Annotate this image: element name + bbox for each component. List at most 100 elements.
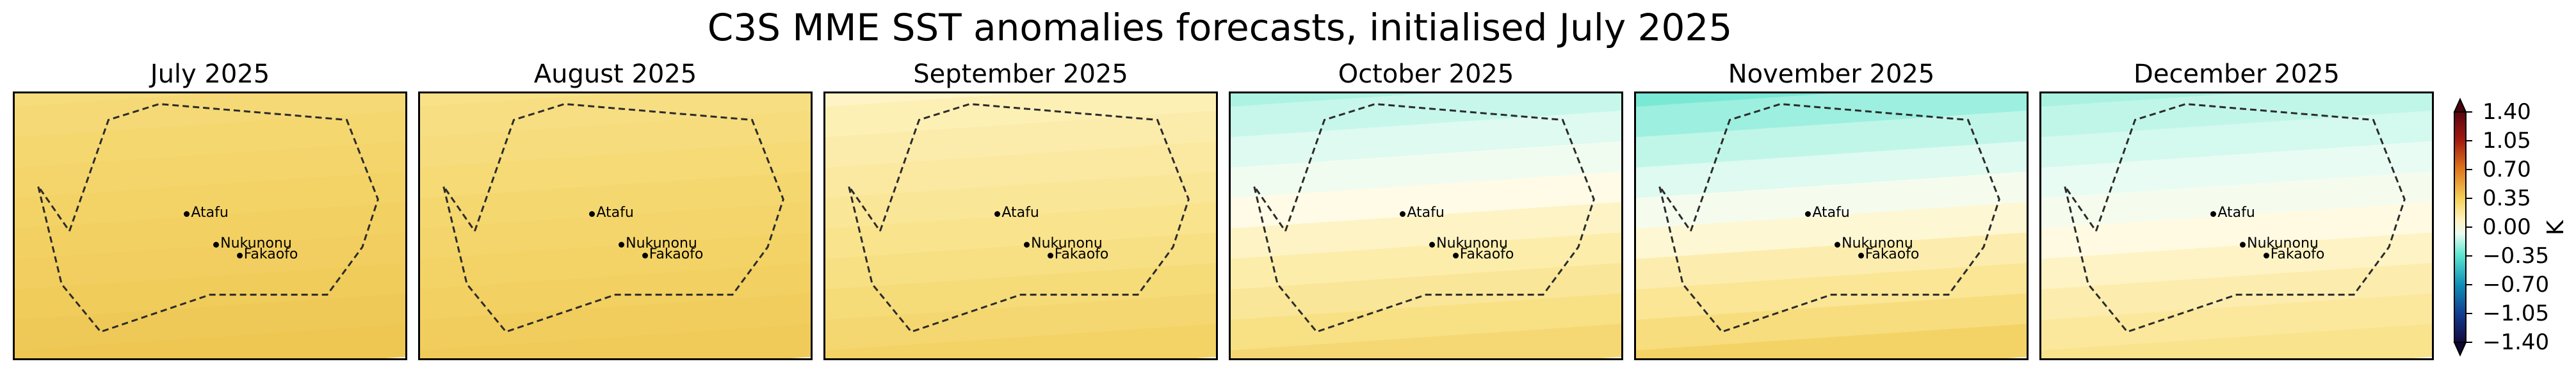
colorbar-tick-label: 1.05: [2483, 128, 2531, 154]
place-label: Atafu: [2217, 205, 2255, 221]
place-marker: [2210, 211, 2217, 218]
place-marker: [1452, 252, 1459, 258]
panel-title-september: September 2025: [913, 60, 1128, 89]
eez-boundary: [1254, 104, 1594, 332]
anomaly-band: [1231, 293, 1621, 353]
panel-title-july: July 2025: [150, 60, 270, 89]
anomaly-band: [825, 171, 1216, 232]
anomaly-band: [1636, 110, 2027, 171]
place-marker: [1835, 241, 1841, 248]
anomaly-band: [1636, 93, 2027, 140]
place-label: Fakaofo: [1865, 246, 1920, 262]
colorbar-tick-label: 0.35: [2483, 186, 2531, 211]
anomaly-band: [2041, 232, 2432, 292]
eez-boundary: [2065, 104, 2405, 332]
place-label: Nukunonu: [626, 235, 697, 251]
anomaly-band: [825, 93, 1216, 140]
place-label: Nukunonu: [1031, 235, 1103, 251]
map-panel-october: Atafu Nukunonu Fakaofo: [1229, 91, 1623, 360]
anomaly-band: [15, 141, 405, 201]
map-panel-august: Atafu Nukunonu Fakaofo: [418, 91, 813, 360]
anomaly-band: [2041, 110, 2432, 171]
anomaly-band: [1636, 202, 2027, 262]
anomaly-band: [15, 324, 405, 358]
map-panel-september: Atafu Nukunonu Fakaofo: [823, 91, 1218, 360]
anomaly-band: [420, 324, 811, 358]
anomaly-band: [420, 93, 811, 140]
panel-title-november: November 2025: [1728, 60, 1935, 89]
panel-title-august: August 2025: [533, 60, 697, 89]
eez-boundary: [444, 104, 784, 332]
place-marker: [2263, 252, 2269, 258]
anomaly-band: [825, 324, 1216, 358]
anomaly-band: [1231, 202, 1621, 262]
place-marker: [1429, 241, 1436, 248]
anomaly-band: [420, 171, 811, 232]
anomaly-band: [1231, 110, 1621, 171]
anomaly-band: [2041, 171, 2432, 232]
anomaly-band: [1231, 262, 1621, 323]
place-marker: [1805, 211, 1811, 218]
place-marker: [1047, 252, 1053, 258]
place-label: Fakaofo: [1459, 246, 1514, 262]
anomaly-band: [1636, 171, 2027, 232]
anomaly-band: [420, 293, 811, 353]
colorbar-gradient: [2454, 111, 2467, 343]
anomaly-band: [15, 232, 405, 292]
anomaly-band: [15, 262, 405, 323]
place-marker: [619, 241, 625, 248]
anomaly-band: [15, 93, 405, 140]
anomaly-band: [2041, 293, 2432, 353]
place-label: Fakaofo: [2270, 246, 2325, 262]
anomaly-band: [825, 110, 1216, 171]
anomaly-band: [1636, 324, 2027, 358]
anomaly-band: [2041, 141, 2432, 201]
place-label: Atafu: [1812, 205, 1850, 221]
anomaly-band: [825, 202, 1216, 262]
colorbar-tick-label: 0.70: [2483, 157, 2531, 182]
place-marker: [213, 241, 220, 248]
map-panel-december: Atafu Nukunonu Fakaofo: [2039, 91, 2434, 360]
place-marker: [589, 211, 595, 218]
eez-boundary: [1660, 104, 2000, 332]
colorbar-tick-label: −0.70: [2483, 272, 2550, 298]
place-marker: [1400, 211, 1406, 218]
colorbar-label: K: [2543, 220, 2569, 235]
place-label: Nukunonu: [1842, 235, 1913, 251]
colorbar-tick-label: 0.00: [2483, 214, 2531, 240]
anomaly-band: [15, 110, 405, 171]
anomaly-band: [2041, 202, 2432, 262]
colorbar-tick-label: 1.40: [2483, 99, 2531, 125]
colorbar: [2453, 97, 2472, 357]
place-marker: [1858, 252, 1864, 258]
place-label: Fakaofo: [649, 246, 704, 262]
anomaly-band: [1636, 232, 2027, 292]
anomaly-band: [825, 293, 1216, 353]
place-marker: [2240, 241, 2246, 248]
anomaly-band: [2041, 93, 2432, 140]
place-label: Fakaofo: [1054, 246, 1109, 262]
anomaly-band: [420, 141, 811, 201]
place-label: Fakaofo: [243, 246, 298, 262]
place-label: Nukunonu: [220, 235, 292, 251]
place-label: Atafu: [1001, 205, 1039, 221]
anomaly-band: [825, 141, 1216, 201]
anomaly-band: [2041, 324, 2432, 358]
anomaly-band: [15, 202, 405, 262]
colorbar-tick-label: −1.40: [2483, 329, 2550, 355]
anomaly-band: [420, 262, 811, 323]
anomaly-band: [420, 202, 811, 262]
figure-title: C3S MME SST anomalies forecasts, initial…: [707, 6, 1733, 49]
anomaly-band: [1636, 262, 2027, 323]
eez-boundary: [38, 104, 378, 332]
anomaly-band: [1231, 141, 1621, 201]
anomaly-band: [2041, 262, 2432, 323]
anomaly-band: [825, 232, 1216, 292]
place-marker: [642, 252, 648, 258]
place-marker: [184, 211, 190, 218]
anomaly-band: [420, 110, 811, 171]
place-label: Atafu: [1407, 205, 1445, 221]
place-marker: [236, 252, 243, 258]
anomaly-band: [15, 293, 405, 353]
